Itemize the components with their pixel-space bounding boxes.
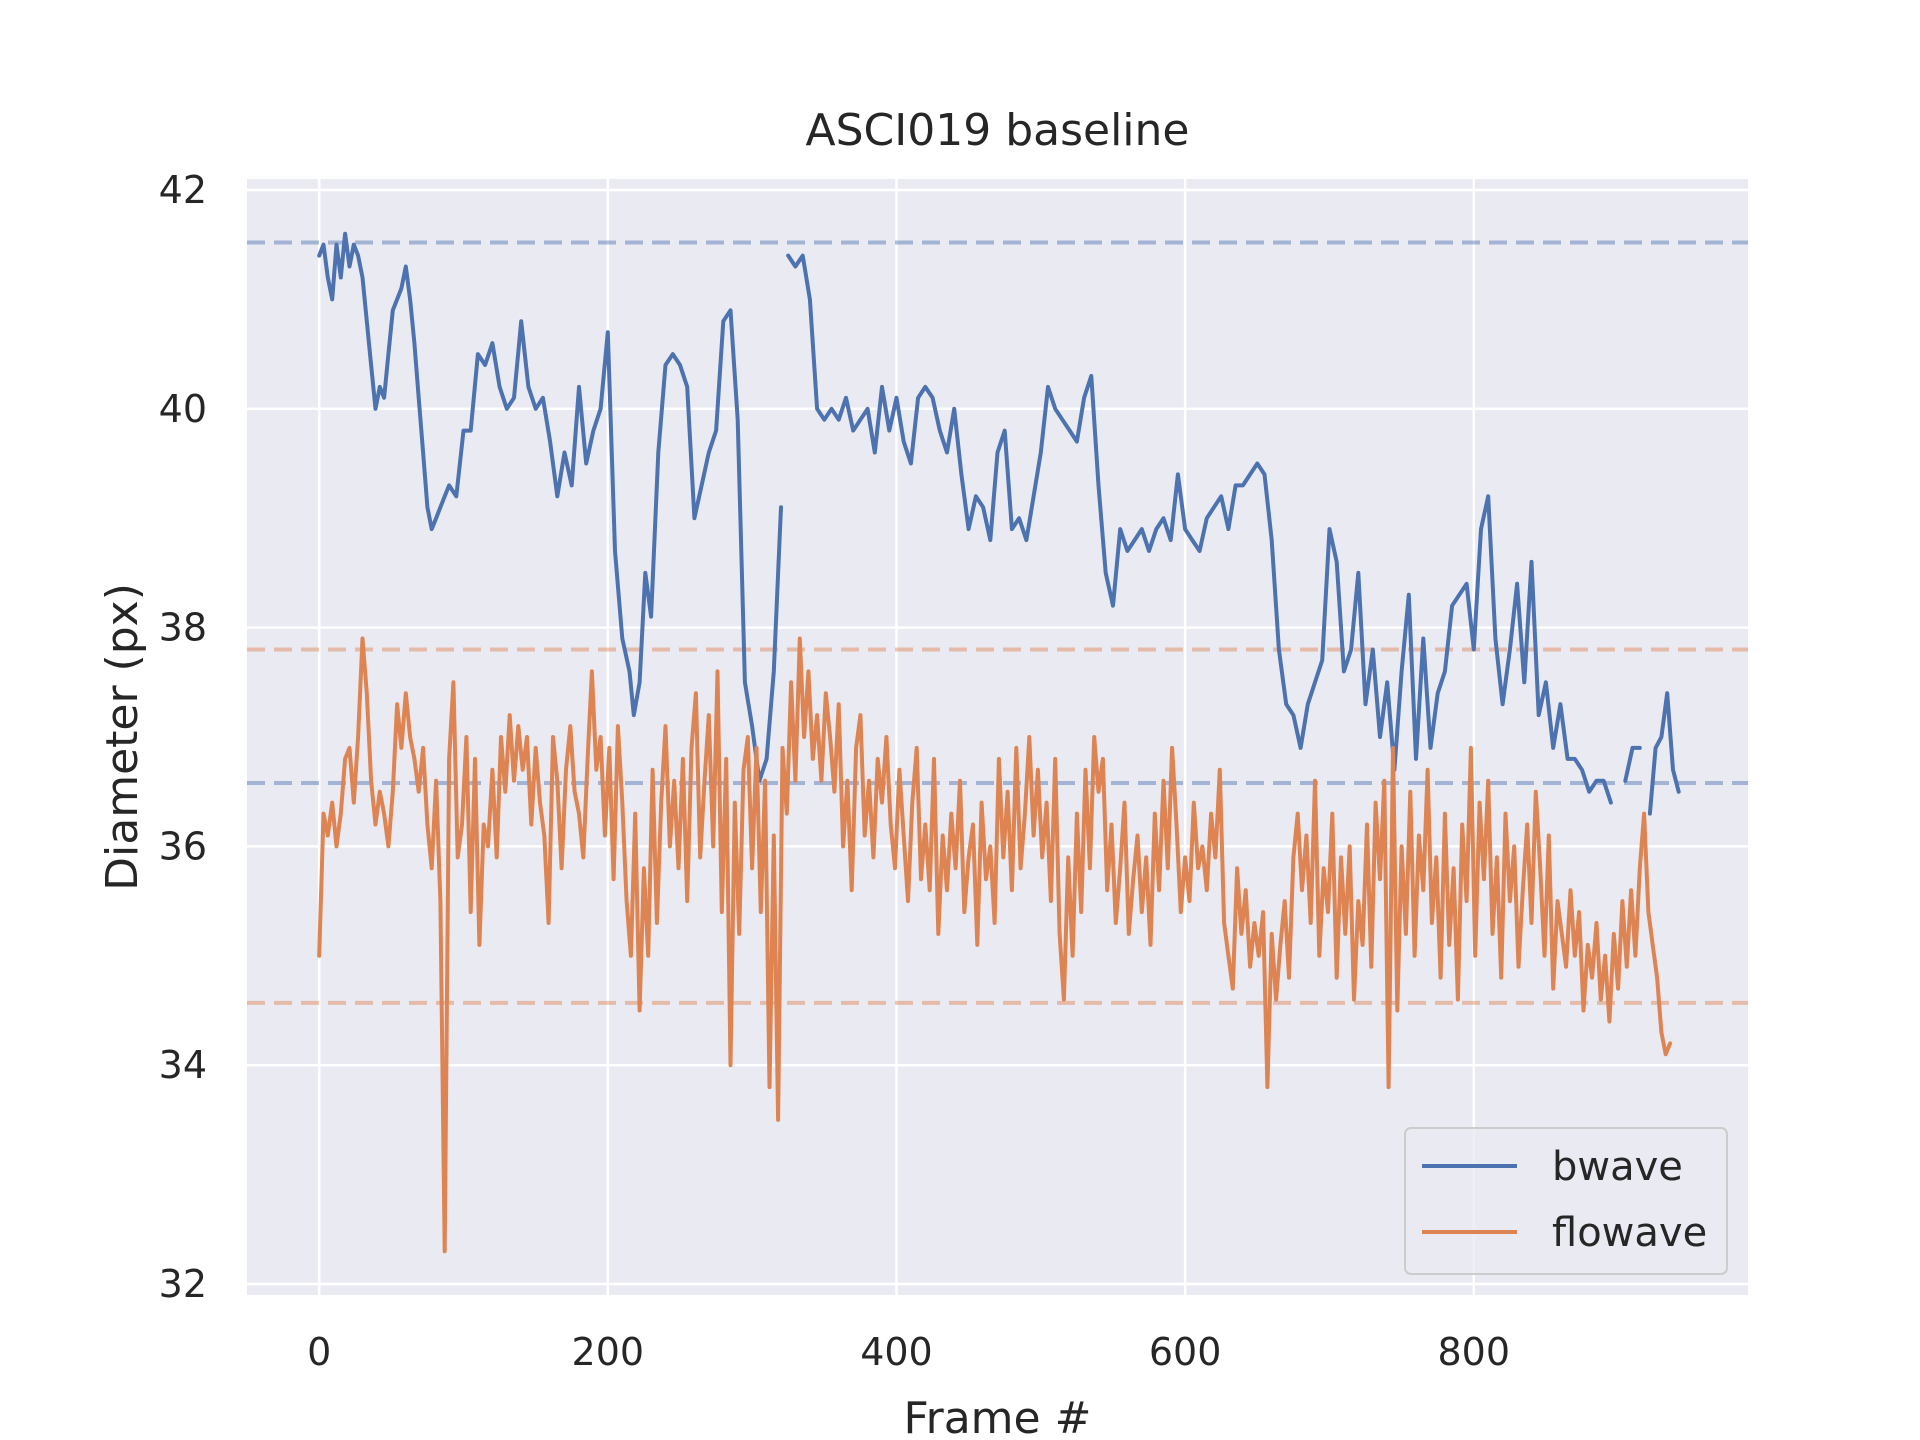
x-tick-label: 600	[1149, 1330, 1222, 1374]
chart-title: ASCI019 baseline	[806, 105, 1190, 156]
series-line-bwave	[1647, 691, 1681, 816]
legend: bwave flowave	[1404, 1127, 1728, 1275]
x-tick-label: 400	[860, 1330, 933, 1374]
series-line-flowave	[317, 636, 1673, 1254]
y-tick-label: 38	[159, 606, 207, 650]
y-tick-label: 34	[159, 1043, 207, 1087]
y-tick-label: 36	[159, 824, 207, 868]
x-tick-label: 800	[1438, 1330, 1511, 1374]
y-axis-label: Diameter (px)	[97, 583, 148, 891]
legend-label-bwave: bwave	[1552, 1144, 1683, 1190]
x-axis-label: Frame #	[904, 1393, 1092, 1440]
y-tick-label: 32	[159, 1262, 207, 1306]
x-tick-label: 200	[572, 1330, 645, 1374]
series-layer	[317, 231, 1681, 1254]
legend-label-flowave: flowave	[1552, 1210, 1707, 1256]
series-line-bwave	[317, 231, 783, 783]
series-line-bwave	[786, 253, 1613, 805]
y-tick-label: 40	[159, 387, 207, 431]
series-line-bwave	[1623, 745, 1642, 783]
x-tick-label: 0	[307, 1330, 331, 1374]
y-tick-labels: 32 34 36 38 40 42	[159, 168, 207, 1306]
x-tick-labels: 0 200 400 600 800	[307, 1330, 1510, 1374]
y-tick-label: 42	[159, 168, 207, 212]
